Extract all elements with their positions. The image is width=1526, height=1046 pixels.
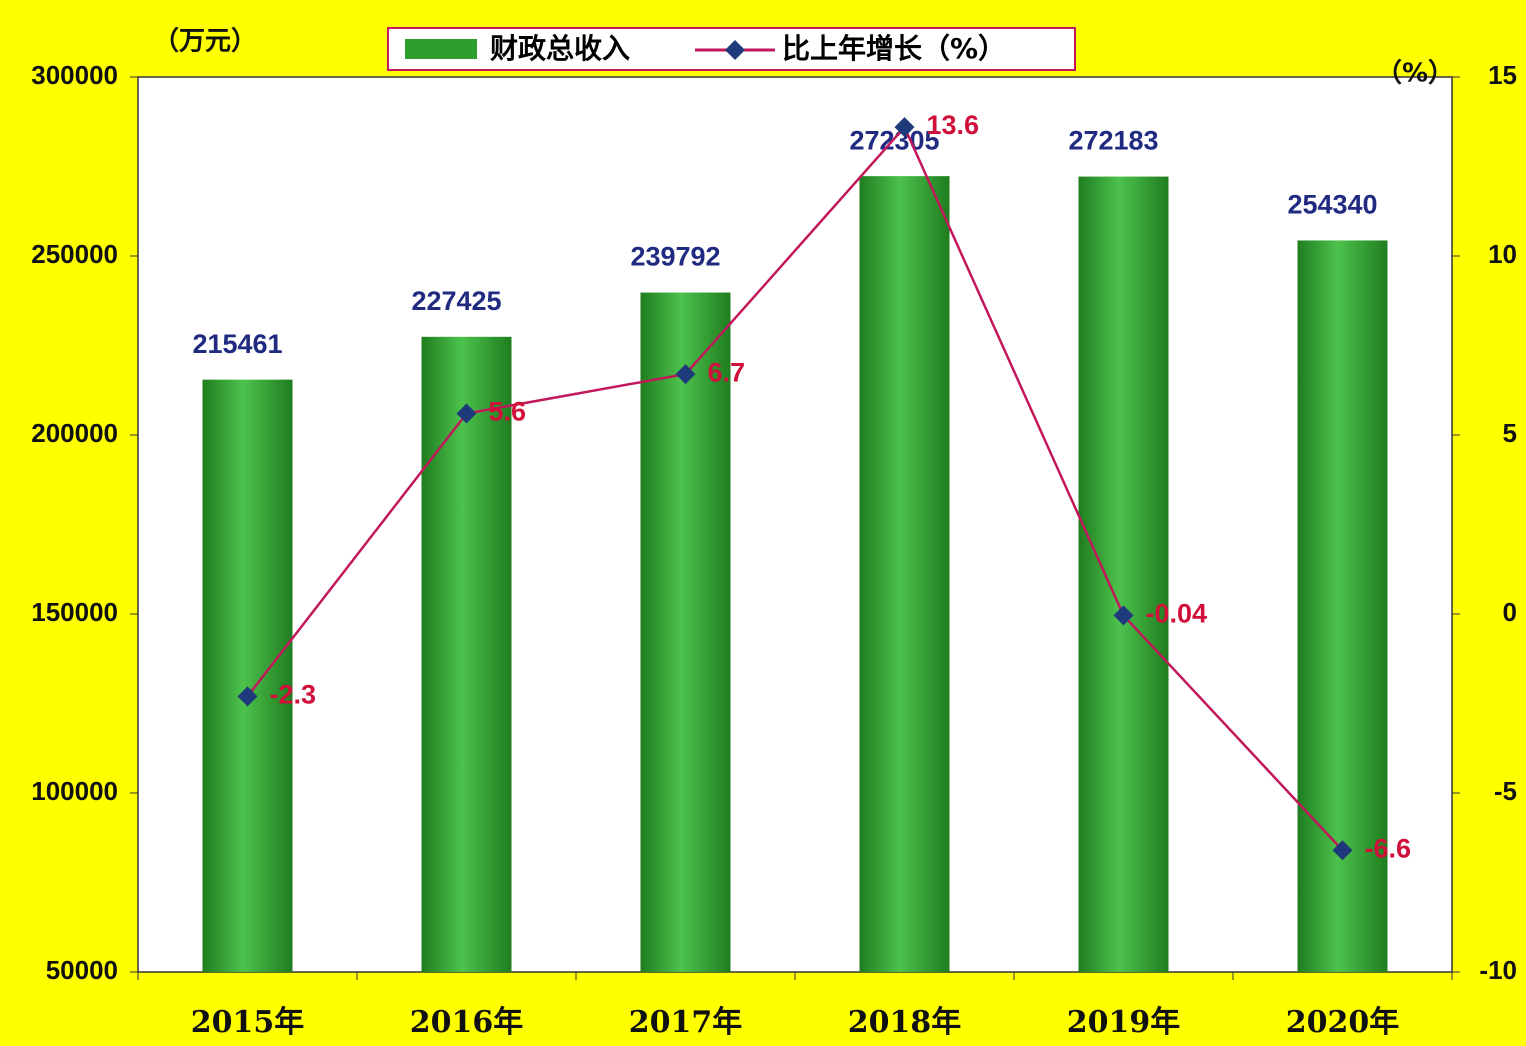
x-tick-label: 2017年 [629,1005,743,1040]
y2-tick-label: -5 [1494,776,1517,806]
line-marker [1113,605,1134,626]
y-tick-label: 50000 [46,955,118,985]
y-tick-label: 100000 [31,776,118,806]
plot-area [137,76,1453,973]
line-label: -6.6 [1365,833,1412,863]
x-tick-label: 2015年 [191,1005,305,1040]
y2-tick-label: 0 [1503,597,1517,627]
line-label: -2.3 [270,679,317,709]
y-tick-label: 200000 [31,418,118,448]
y2-tick-label: -10 [1479,955,1517,985]
y-tick-label: 150000 [31,597,118,627]
y-unit: （万元） [153,27,257,57]
bar-label: 239792 [630,242,720,272]
y-tick-label: 250000 [31,239,118,269]
bar-label: 254340 [1287,190,1377,220]
bar-label: 215461 [192,329,282,359]
line-marker [1332,840,1353,861]
bar [859,176,950,973]
legend: 财政总收入 比上年增长（%） [387,27,1076,71]
y2-tick-label: 15 [1488,60,1517,90]
bar-label: 227425 [411,286,501,316]
y2-tick-label: 10 [1488,239,1517,269]
legend-marker [725,40,745,60]
line-label: 13.6 [927,110,980,140]
bar [1078,176,1169,973]
x-tick-label: 2020年 [1286,1005,1400,1040]
bar [421,336,512,973]
line-marker [894,117,915,138]
bar [640,292,731,972]
y2-tick-label: 5 [1503,418,1517,448]
y-tick-label: 300000 [31,60,118,90]
x-tick-label: 2018年 [848,1005,962,1040]
line-marker [237,686,258,707]
legend-label: 财政总收入 [490,32,630,65]
line-label: 5.6 [489,397,527,427]
line-label: -0.04 [1146,599,1208,629]
line-label: 6.7 [708,357,746,387]
line-marker [675,364,696,385]
legend-swatch [405,39,477,59]
line-marker [456,403,477,424]
bar-label: 272183 [1068,126,1158,156]
bar [202,379,293,972]
y2-unit: （%） [1376,59,1454,89]
x-tick-label: 2016年 [410,1005,524,1040]
line [246,124,1344,852]
x-tick-label: 2019年 [1067,1005,1181,1040]
legend-label: 比上年增长（%） [782,32,1006,65]
